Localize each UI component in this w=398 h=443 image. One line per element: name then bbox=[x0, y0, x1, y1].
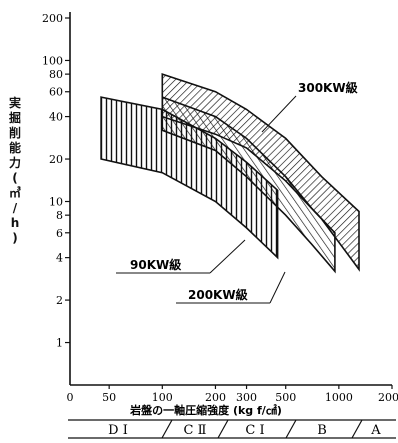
y-tick-label: 2 bbox=[56, 294, 63, 307]
y-axis-label-char: / bbox=[12, 201, 18, 215]
x-tick-label: 300 bbox=[236, 391, 257, 404]
band-3 bbox=[161, 72, 360, 272]
rock-class-label: C Ⅱ bbox=[184, 423, 207, 438]
y-axis-label-char: 削 bbox=[8, 126, 21, 140]
class-divider bbox=[285, 419, 297, 439]
y-tick-label: 1 bbox=[56, 337, 63, 350]
rock-class-label: D I bbox=[108, 423, 128, 438]
y-axis-label-char: 実 bbox=[8, 96, 21, 110]
x-tick-label: 1000 bbox=[325, 391, 353, 404]
y-axis-label-char: ) bbox=[12, 231, 18, 245]
class-divider bbox=[161, 419, 173, 439]
x-origin-label: 0 bbox=[67, 391, 74, 404]
y-tick-label: 20 bbox=[49, 153, 63, 166]
x-tick-label: 100 bbox=[152, 391, 173, 404]
y-axis-label-char: h bbox=[10, 216, 20, 230]
series-label: 300KW級 bbox=[298, 80, 358, 95]
y-tick-label: 8 bbox=[56, 209, 63, 222]
leader-line bbox=[269, 271, 286, 304]
y-tick-label: 200 bbox=[42, 12, 63, 25]
y-tick-label: 4 bbox=[56, 252, 63, 265]
y-axis-label-char: 掘 bbox=[8, 111, 21, 125]
class-divider bbox=[351, 419, 363, 439]
y-tick-label: 6 bbox=[56, 227, 63, 240]
rock-class-label: B bbox=[317, 423, 327, 438]
y-axis-label-char: ㎥ bbox=[8, 186, 21, 200]
x-tick-label: 500 bbox=[275, 391, 296, 404]
x-axis-label: 岩盤の一軸圧縮強度 (kg f/㎠) bbox=[129, 403, 282, 417]
y-tick-label: 10 bbox=[49, 196, 63, 209]
y-tick-label: 80 bbox=[49, 68, 63, 81]
leader-line bbox=[261, 95, 297, 133]
class-divider bbox=[217, 419, 229, 439]
x-tick-label: 200 bbox=[205, 391, 226, 404]
y-tick-label: 60 bbox=[49, 86, 63, 99]
rock-class-label: C I bbox=[245, 423, 264, 438]
y-axis-label-char: ( bbox=[12, 171, 18, 185]
y-axis-label: 実掘削能力(㎥ / h) bbox=[8, 96, 22, 246]
y-axis-label-char: 能 bbox=[8, 141, 21, 155]
y-axis-label-char: 力 bbox=[8, 156, 21, 170]
leader-line bbox=[209, 239, 246, 274]
x-tick-label: 50 bbox=[102, 391, 116, 404]
rock-class-label: A bbox=[370, 423, 381, 438]
y-tick-label: 100 bbox=[42, 54, 63, 67]
series-label: 90KW級 bbox=[130, 257, 181, 272]
y-tick-label: 40 bbox=[49, 111, 63, 124]
series-label: 200KW級 bbox=[188, 287, 248, 302]
